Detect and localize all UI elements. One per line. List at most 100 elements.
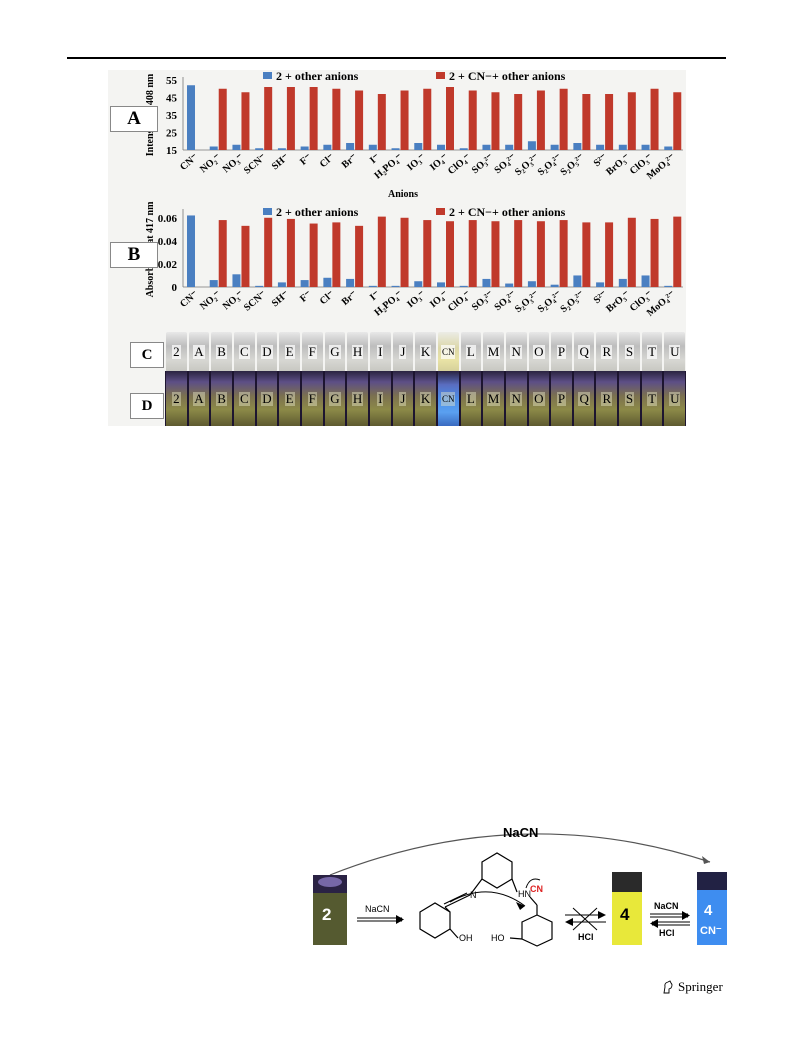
- daylight-vial-label: F: [307, 344, 317, 359]
- vial-4-label: 4: [620, 905, 630, 924]
- vial-4-cn-sub: CN⁻: [700, 925, 722, 937]
- chart-b-y-tick-label: 0.04: [158, 236, 178, 248]
- chart-b-bar-blue: [505, 283, 514, 287]
- bar-charts: 1525354555Intensity at 408 nmCN⁻NO₂⁻NO₃⁻…: [145, 70, 683, 319]
- chart-b-legend-entry: 2 + other anions: [276, 205, 359, 219]
- chart-a-bar-blue: [596, 144, 605, 150]
- chart-b-legend-swatch: [436, 208, 445, 215]
- chart-b-bar-blue: [482, 278, 491, 287]
- chart-b-bar-blue: [527, 281, 536, 287]
- atom-oh: OH: [459, 933, 473, 943]
- chart-b-bar-blue: [596, 282, 605, 287]
- uv-vial-label: CN: [440, 391, 456, 406]
- daylight-vial: CN: [437, 332, 459, 372]
- daylight-vial: P: [551, 332, 572, 372]
- chart-b-bar-blue: [641, 275, 650, 287]
- chart-b-bar-red: [218, 220, 227, 287]
- chart-b-bar-red: [286, 218, 295, 287]
- daylight-vial: E: [279, 332, 300, 372]
- daylight-vial-label: E: [284, 344, 295, 359]
- uv-vial: Q: [573, 371, 595, 426]
- chart-a-bar-blue: [482, 144, 491, 150]
- chart-b-bar-red: [559, 220, 568, 287]
- chart-b-y-tick-label: 0.02: [158, 259, 178, 271]
- chart-b-bar-red: [673, 216, 682, 287]
- overall-arc-arrow: [329, 833, 711, 876]
- chart-b-bar-blue: [323, 277, 332, 287]
- chart-b-bar-blue: [459, 285, 468, 287]
- chart-b-bar-blue: [550, 284, 559, 287]
- chart-a-bar-red: [491, 92, 500, 150]
- chart-a-bar-red: [536, 90, 545, 150]
- daylight-vial-label: A: [193, 344, 205, 359]
- uv-vial: J: [392, 371, 414, 426]
- uv-vial: A: [188, 371, 210, 426]
- chart-a-bar-blue: [641, 144, 650, 150]
- uv-vial: D: [256, 371, 278, 426]
- reversible-reagent-top: NaCN: [654, 901, 679, 911]
- chart-a-legend-swatch: [436, 72, 445, 79]
- chart-b-bar-red: [582, 222, 591, 287]
- daylight-vial-label: J: [399, 344, 407, 359]
- daylight-vial-label: N: [510, 344, 522, 359]
- chart-b-legend-swatch: [263, 208, 272, 215]
- chart-b-bar-red: [650, 218, 659, 287]
- uv-vial-label: 2: [172, 390, 181, 406]
- atom-ho: HO: [491, 933, 505, 943]
- daylight-vial-label: R: [601, 344, 613, 359]
- panel-c-letter: C: [130, 342, 164, 368]
- daylight-vial-label: CN: [440, 345, 456, 359]
- uv-vial: R: [596, 371, 618, 426]
- chart-a-legend-swatch: [263, 72, 272, 79]
- chart-a-bar-red: [446, 87, 454, 150]
- uv-vial: G: [324, 371, 346, 426]
- reversible-reagent-bottom: HCl: [659, 928, 675, 938]
- chart-b-bar-red: [514, 220, 523, 287]
- uv-vial-label: O: [533, 390, 545, 406]
- forward-reagent: NaCN: [365, 904, 390, 914]
- chart-a-y-tick-label: 35: [166, 110, 178, 122]
- uv-vial: CN: [437, 371, 459, 426]
- daylight-vial: D: [256, 332, 278, 372]
- daylight-vial-label: S: [624, 344, 635, 359]
- panel-a-letter: A: [110, 106, 158, 132]
- uv-vial: E: [279, 371, 300, 426]
- chart-b-bar-red: [446, 221, 454, 287]
- cross-reagent: HCl: [578, 932, 594, 942]
- uv-vial: B: [211, 371, 232, 426]
- uv-vial-label: P: [556, 390, 567, 406]
- daylight-vial: U: [664, 332, 686, 372]
- chart-b-bar-blue: [664, 285, 673, 287]
- vial-2-label: 2: [322, 905, 331, 924]
- uv-vial-label: C: [238, 390, 250, 406]
- vials-daylight-row: 2 A B C D E F G H I J K CN L M N O P Q R S T U: [165, 332, 686, 372]
- chart-a-bar-blue: [414, 143, 423, 150]
- daylight-vial: 2: [166, 332, 187, 372]
- daylight-vial: A: [188, 332, 210, 372]
- chart-b-bar-red: [400, 217, 409, 287]
- daylight-vial-label: O: [533, 344, 545, 359]
- daylight-vial: F: [301, 332, 323, 372]
- daylight-vial: N: [505, 332, 527, 372]
- chart-b-bar-blue: [437, 282, 445, 287]
- daylight-vial: G: [324, 332, 346, 372]
- chart-a-legend-entry: 2 + CN−+ other anions: [449, 70, 566, 83]
- uv-vial: O: [528, 371, 550, 426]
- daylight-vial-label: M: [486, 344, 501, 359]
- chart-a-bar-blue: [664, 146, 673, 150]
- chart-b-bar-blue: [618, 278, 627, 287]
- chart-b-bar-blue: [391, 285, 400, 287]
- daylight-vial: Q: [573, 332, 595, 372]
- atom-n: N: [470, 890, 477, 900]
- daylight-vial: H: [347, 332, 368, 372]
- chart-b-bar-red: [627, 217, 636, 287]
- chart-a-bar-red: [309, 87, 318, 150]
- chart-a-bar-blue: [346, 143, 355, 150]
- chart-b-bar-red: [241, 225, 250, 287]
- chart-a-bar-blue: [300, 146, 309, 150]
- chart-b-bar-red: [309, 223, 318, 287]
- chart-a-bar-blue: [255, 148, 264, 150]
- chart-a-y-tick-label: 15: [166, 145, 178, 157]
- vial-4-cn-label: 4: [704, 902, 713, 919]
